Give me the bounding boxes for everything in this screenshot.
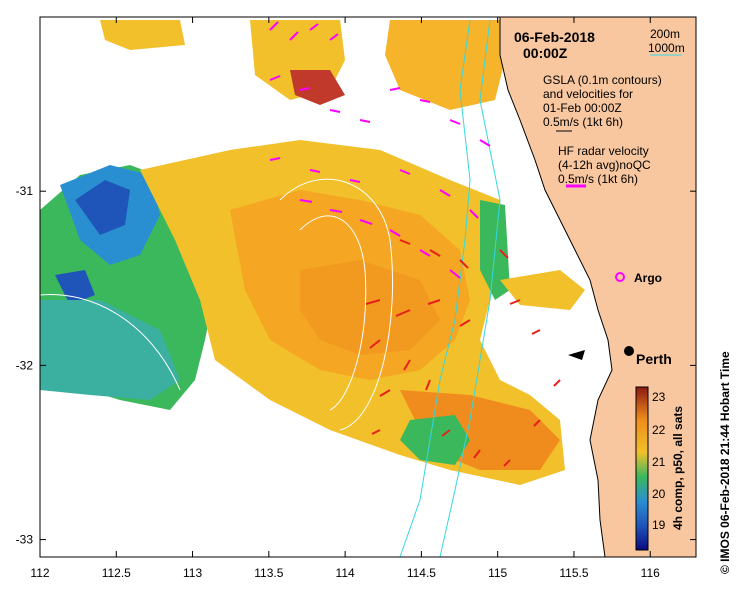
argo-marker (615, 272, 625, 282)
perth-label: Perth (636, 351, 672, 367)
x-tick-label: 116 (641, 566, 660, 580)
hf-legend-2: (4-12h avg)noQC (558, 158, 651, 172)
argo-label: Argo (634, 271, 662, 285)
colorbar (635, 386, 649, 551)
gsla-legend-scale: 0.5m/s (1kt 6h) (543, 115, 624, 129)
sst-field (40, 20, 585, 485)
x-axis: 112 112.5 113 113.5 114 114.5 115 115.5 116 (30, 17, 660, 580)
plot-frame (39, 16, 697, 558)
y-tick-label: -33 (16, 533, 34, 547)
gsla-legend-1: GSLA (0.1m contours) (543, 73, 662, 87)
x-tick-label: 113.5 (254, 566, 283, 580)
perth-marker (624, 346, 634, 356)
cb-tick-19: 19 (652, 518, 666, 532)
gsla-legend-3: 01-Feb 00:00Z (543, 101, 622, 115)
cb-tick-22: 22 (652, 423, 666, 437)
x-tick-label: 115 (488, 566, 507, 580)
gsla-legend-2: and velocities for (543, 87, 634, 101)
map-date: 06-Feb-2018 (514, 29, 595, 45)
x-tick-label: 113 (183, 566, 202, 580)
isobath-1000-label: 1000m (648, 41, 685, 55)
colorbar-title: 4h comp, p50, all sats (671, 405, 685, 530)
cb-tick-21: 21 (652, 455, 666, 469)
x-tick-label: 115.5 (559, 566, 588, 580)
credit-text: © IMOS 06-Feb-2018 21:44 Hobart Time (718, 351, 732, 574)
x-tick-label: 112 (30, 566, 49, 580)
map-time: 00:00Z (523, 45, 568, 61)
y-tick-label: -31 (16, 184, 34, 198)
hf-legend-1: HF radar velocity (558, 144, 649, 158)
rottnest-island (568, 350, 585, 360)
current-arrows (365, 239, 561, 467)
cb-tick-23: 23 (652, 390, 666, 404)
x-tick-label: 112.5 (102, 566, 131, 580)
y-tick-label: -32 (16, 358, 34, 372)
x-tick-label: 114.5 (407, 566, 436, 580)
y-axis: -31 -32 -33 (16, 184, 696, 547)
gsla-contours (39, 178, 393, 431)
isobath-200-label: 200m (650, 27, 681, 41)
hf-radar-arrows (269, 21, 491, 279)
isobath-lines (399, 19, 501, 558)
cb-tick-20: 20 (652, 487, 666, 501)
hf-legend-scale: 0.5m/s (1kt 6h) (558, 172, 639, 186)
x-tick-label: 114 (336, 566, 355, 580)
